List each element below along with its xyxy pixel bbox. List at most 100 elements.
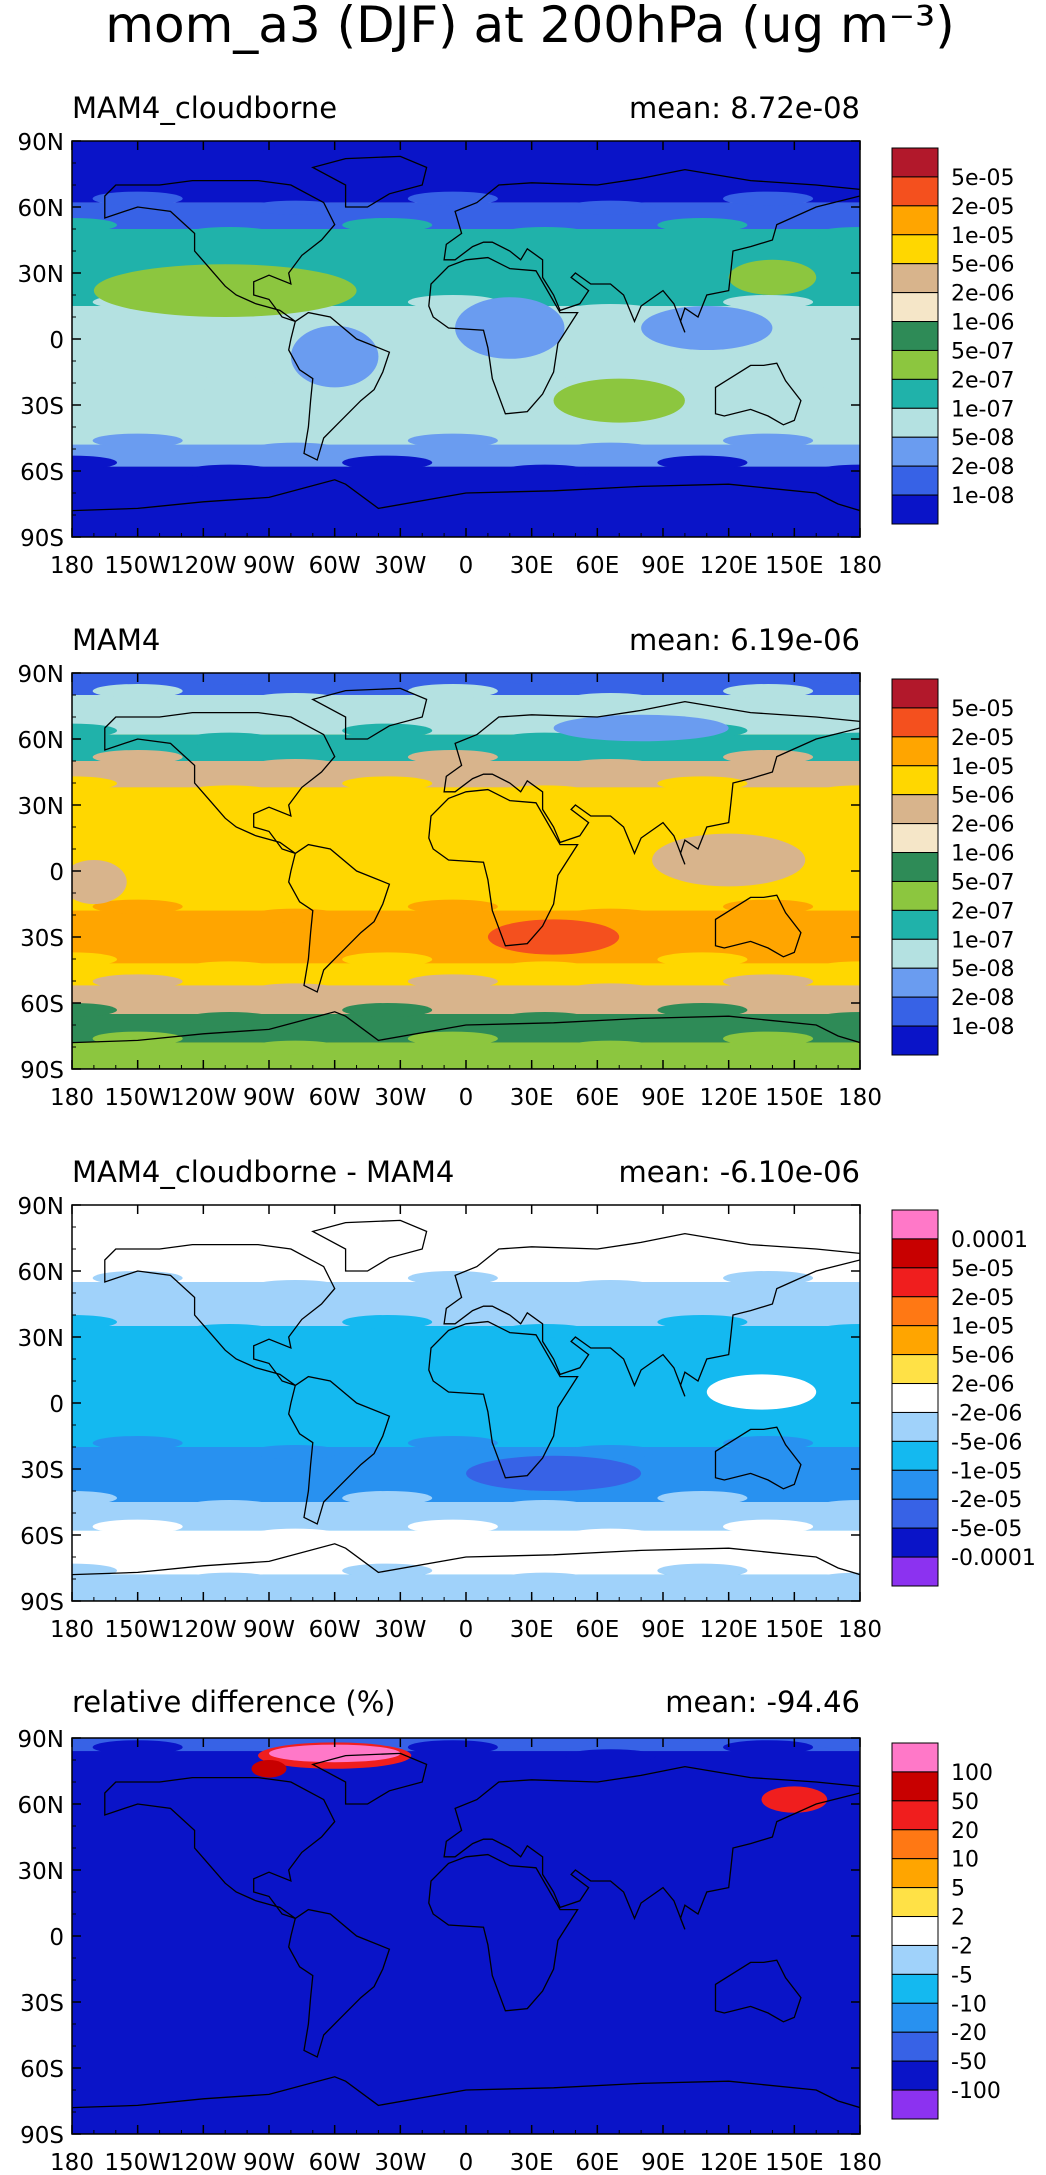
colorbar-label: -50 — [951, 2050, 987, 2075]
field-contour — [407, 1519, 498, 1534]
north-america-coastline — [104, 179, 336, 323]
field-feature — [251, 1760, 287, 1778]
field-contour — [499, 141, 590, 153]
colorbar-label: 2e-06 — [951, 813, 1014, 838]
lat-label: 0 — [49, 1392, 64, 1418]
field-contour — [72, 1315, 117, 1329]
colorbar-label: 5e-07 — [951, 870, 1014, 895]
field-contour — [723, 750, 814, 764]
field-contour — [657, 218, 748, 232]
field-band — [72, 466, 860, 537]
field-contour — [499, 1500, 590, 1514]
colorbar-swatch — [891, 1238, 939, 1269]
figure-title: mom_a3 (DJF) at 200hPa (ug m⁻³) — [105, 0, 954, 54]
field-contour — [815, 1012, 860, 1026]
colorbar-swatch — [891, 2089, 939, 2120]
field-contour — [184, 227, 275, 241]
field-contour — [815, 1738, 860, 1750]
field-contour — [723, 974, 814, 989]
lon-label: 90E — [641, 2150, 685, 2175]
field-contour — [342, 1491, 433, 1505]
lon-label: 150W — [104, 553, 171, 579]
field-contour — [815, 1500, 860, 1514]
colorbar-swatch — [891, 263, 939, 294]
colorbar-label: 2e-07 — [951, 899, 1014, 924]
colorbar-label: 5e-05 — [951, 697, 1014, 722]
panels: 180 150W 120W 90W 60W 30W 0 30E 60E 90E 120E 150E 18… — [18, 91, 1036, 2175]
field-contour — [499, 1324, 590, 1338]
lon-label: 150W — [104, 2150, 171, 2175]
lon-label: 120W — [170, 1085, 237, 1111]
field-contour — [342, 723, 433, 738]
field-contour — [250, 200, 341, 215]
colorbar-swatch — [891, 378, 939, 409]
field-contour — [815, 141, 860, 153]
field-contour — [92, 974, 183, 989]
field-contour — [815, 1572, 860, 1587]
field-contour — [342, 455, 433, 470]
field-contour — [92, 433, 183, 448]
field-band — [72, 378, 860, 445]
field-contour — [499, 1205, 590, 1217]
lat-label: 90S — [20, 2123, 64, 2149]
field-contour — [342, 218, 433, 232]
colorbar-label: 2e-06 — [951, 282, 1014, 307]
colorbar-swatch — [891, 1209, 939, 1240]
field-feature — [290, 325, 379, 388]
colorbar-label: 1e-08 — [951, 484, 1014, 509]
map-field — [72, 141, 860, 537]
lon-label: 0 — [459, 1085, 474, 1111]
field-contour — [815, 785, 860, 800]
lat-label: 30N — [18, 1326, 64, 1352]
field-contour — [184, 464, 275, 479]
field-contour — [250, 442, 341, 457]
field-contour — [92, 1271, 183, 1285]
colorbar-swatch — [891, 349, 939, 380]
field-contour — [72, 1491, 117, 1505]
field-contour — [184, 1500, 275, 1514]
field-contour — [92, 1519, 183, 1534]
colorbar-label: -1e-05 — [951, 1459, 1022, 1484]
colorbar-swatch — [891, 909, 939, 940]
colorbar-label: 5e-08 — [951, 957, 1014, 982]
colorbar-label: 5 — [951, 1877, 965, 1902]
colorbar-label: 5e-06 — [951, 784, 1014, 809]
colorbar-swatch — [891, 176, 939, 207]
field-feature — [93, 264, 357, 317]
colorbar-label: 1e-06 — [951, 311, 1014, 336]
field-contour — [723, 1740, 814, 1755]
colorbar-swatch — [891, 1267, 939, 1298]
map-field — [72, 1205, 860, 1601]
field-feature — [728, 259, 817, 295]
colorbar-swatch — [891, 852, 939, 882]
field-band — [72, 1205, 860, 1282]
colorbar-swatch — [891, 2060, 939, 2091]
field-contour — [184, 732, 275, 747]
field-feature — [466, 1455, 642, 1491]
field-contour — [723, 433, 814, 448]
field-contour — [184, 673, 275, 685]
lon-label: 30W — [374, 1085, 426, 1111]
colorbar-label: 2e-07 — [951, 368, 1014, 393]
africa-coastline — [428, 256, 579, 415]
lat-label: 60S — [20, 460, 64, 486]
field-contour — [815, 376, 860, 391]
field-contour — [665, 141, 740, 144]
field-contour — [565, 908, 656, 923]
lon-label: 90W — [243, 553, 295, 579]
field-contour — [250, 908, 341, 923]
lon-label: 180 — [50, 1085, 94, 1111]
colorbar-swatch — [891, 1916, 939, 1946]
field-contour — [723, 899, 814, 914]
colorbar-label: 5e-07 — [951, 339, 1014, 364]
field-contour — [565, 442, 656, 457]
field-feature — [761, 1786, 828, 1813]
coastlines — [72, 155, 860, 537]
lon-label: 30E — [510, 1617, 554, 1643]
field-feature — [487, 919, 620, 955]
lat-label: 30N — [18, 1859, 64, 1885]
colorbar-label: -2e-06 — [951, 1401, 1022, 1426]
colorbar-swatch — [891, 407, 939, 438]
lon-label: 180 — [838, 553, 882, 579]
field-feature — [706, 1374, 817, 1410]
